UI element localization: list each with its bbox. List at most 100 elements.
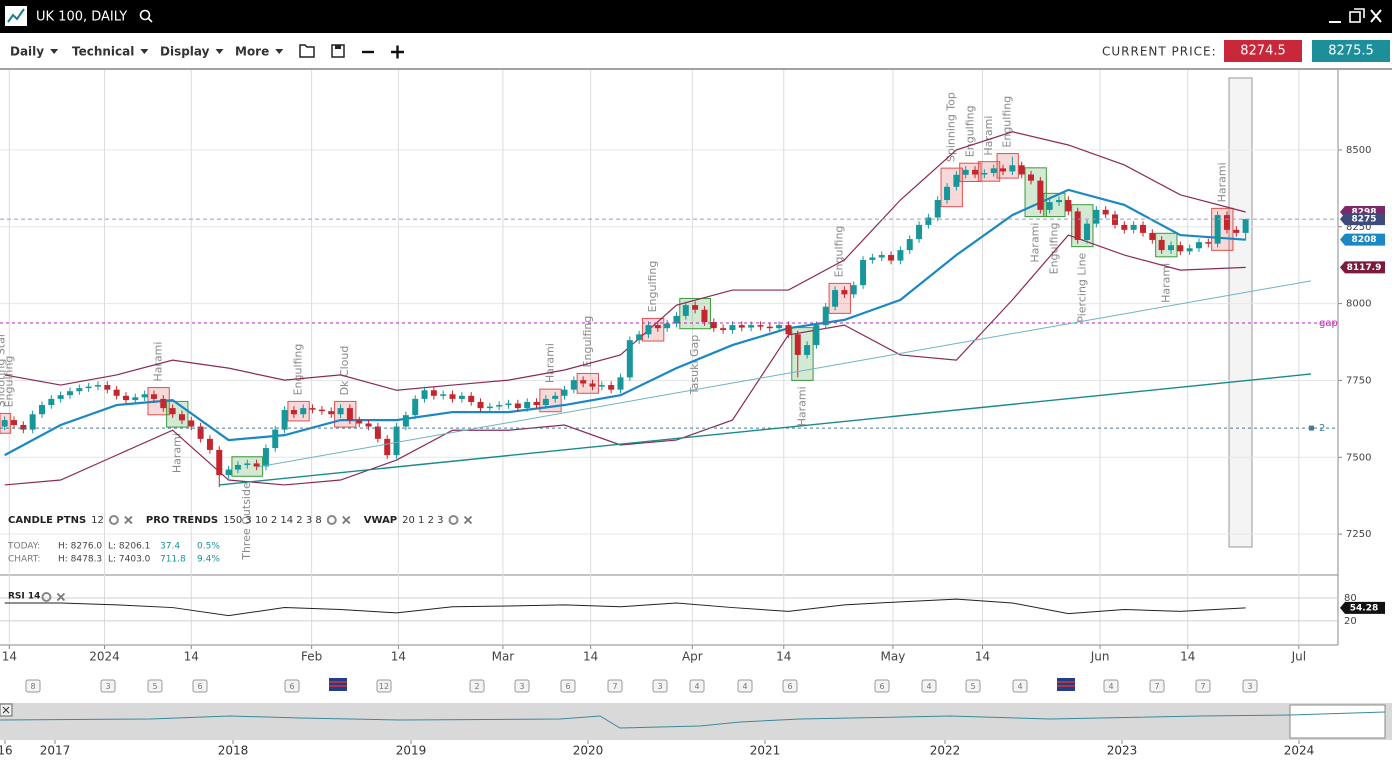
menu-item[interactable]: Daily bbox=[10, 45, 44, 59]
event-marker[interactable] bbox=[192, 679, 208, 693]
remove-icon[interactable] bbox=[56, 592, 66, 602]
remove-icon[interactable] bbox=[342, 515, 351, 525]
event-marker[interactable] bbox=[1242, 679, 1258, 693]
event-marker[interactable] bbox=[782, 679, 798, 693]
candle-body bbox=[580, 380, 587, 384]
event-marker[interactable] bbox=[737, 679, 753, 693]
selection-range[interactable] bbox=[1228, 77, 1253, 548]
event-marker[interactable] bbox=[100, 679, 116, 693]
menu-item[interactable]: Display bbox=[160, 45, 210, 59]
menu-item[interactable]: Technical bbox=[72, 45, 134, 59]
candle-body bbox=[160, 398, 167, 409]
indicator-name[interactable]: CANDLE PTNS bbox=[8, 515, 86, 526]
x-tick-label: 14 bbox=[583, 650, 598, 664]
indicator-name[interactable]: VWAP bbox=[364, 515, 397, 526]
settings-icon[interactable] bbox=[41, 592, 52, 602]
candle-body bbox=[1214, 215, 1221, 244]
candle-body bbox=[626, 340, 633, 378]
candle-body bbox=[533, 401, 540, 406]
candle-body bbox=[953, 174, 960, 187]
settings-icon[interactable] bbox=[326, 515, 337, 525]
y-tick-label: 7750 bbox=[1346, 375, 1371, 386]
event-marker[interactable] bbox=[1103, 679, 1119, 693]
candle-body bbox=[897, 250, 904, 261]
price-tag-label: 8208 bbox=[1351, 235, 1376, 245]
candle-body bbox=[412, 398, 419, 416]
pattern-label: Harami bbox=[152, 342, 165, 382]
settings-icon[interactable] bbox=[448, 515, 459, 525]
candle-body bbox=[38, 405, 45, 415]
stat-today: 37.4 bbox=[160, 542, 180, 552]
remove-icon[interactable] bbox=[463, 515, 473, 525]
remove-icon[interactable] bbox=[124, 515, 133, 525]
candle-body bbox=[150, 394, 157, 399]
event-marker[interactable] bbox=[965, 679, 981, 693]
price-tag bbox=[1340, 601, 1385, 614]
flag-icon[interactable] bbox=[329, 678, 347, 691]
flag-stripes bbox=[329, 681, 347, 687]
ask-box[interactable] bbox=[1312, 40, 1390, 62]
event-marker[interactable] bbox=[1149, 679, 1165, 693]
pattern-label: Spinning Top bbox=[945, 92, 958, 162]
stat-today: L: 8206.1 bbox=[108, 542, 150, 552]
pattern-label: Engulfing bbox=[581, 316, 594, 368]
candle-body bbox=[440, 394, 447, 396]
pattern-label: Harami bbox=[1159, 263, 1172, 303]
x-tick-label: 14 bbox=[2, 650, 17, 664]
indicator-params: 12 bbox=[91, 515, 104, 526]
y-tick-label: 8250 bbox=[1346, 222, 1371, 233]
x-tick-label: 14 bbox=[1180, 650, 1195, 664]
event-marker[interactable] bbox=[560, 679, 576, 693]
flag-icon[interactable] bbox=[1057, 678, 1075, 691]
candle-body bbox=[384, 438, 391, 456]
pattern-label: Engulfing bbox=[963, 105, 976, 157]
event-marker[interactable] bbox=[284, 679, 300, 693]
candle-body bbox=[1205, 242, 1212, 244]
event-marker[interactable] bbox=[25, 679, 41, 693]
event-marker[interactable] bbox=[652, 679, 668, 693]
candle-body bbox=[552, 395, 559, 399]
open-icon[interactable] bbox=[299, 44, 315, 58]
event-marker[interactable] bbox=[469, 679, 485, 693]
restore-button[interactable] bbox=[1349, 11, 1361, 23]
candle-body bbox=[850, 285, 857, 295]
x-tick-label: Mar bbox=[492, 650, 515, 664]
event-marker[interactable] bbox=[689, 679, 705, 693]
candle-body bbox=[1065, 200, 1072, 212]
event-count: 6 bbox=[197, 682, 202, 691]
event-marker[interactable] bbox=[147, 679, 163, 693]
event-marker[interactable] bbox=[1195, 679, 1211, 693]
navigator-window[interactable] bbox=[1289, 704, 1386, 739]
event-marker[interactable] bbox=[607, 679, 623, 693]
event-count: 4 bbox=[694, 682, 699, 691]
dropdown-arrow bbox=[275, 49, 284, 54]
event-marker[interactable] bbox=[874, 679, 890, 693]
menu-item[interactable]: More bbox=[235, 45, 269, 59]
candle-body bbox=[253, 463, 260, 467]
close-button[interactable] bbox=[1370, 9, 1382, 23]
candle-body bbox=[570, 380, 577, 390]
candle-body bbox=[589, 383, 596, 387]
event-marker[interactable] bbox=[921, 679, 937, 693]
restore-icon bbox=[1354, 8, 1365, 18]
indicator-name[interactable]: PRO TRENDS bbox=[146, 515, 218, 526]
event-marker[interactable] bbox=[376, 679, 392, 693]
navigator[interactable] bbox=[0, 703, 1392, 740]
settings-icon[interactable] bbox=[108, 515, 119, 525]
candle-body bbox=[188, 420, 195, 427]
event-marker[interactable] bbox=[1012, 679, 1028, 693]
candle-body bbox=[421, 390, 428, 399]
candle-body bbox=[216, 449, 223, 476]
stat-today: TODAY: bbox=[7, 542, 40, 552]
search-icon[interactable] bbox=[139, 9, 151, 21]
zoom-in-button[interactable] bbox=[391, 45, 404, 59]
event-marker[interactable] bbox=[514, 679, 530, 693]
candle-body bbox=[1000, 168, 1007, 172]
bid-box[interactable] bbox=[1224, 40, 1302, 62]
candle-body bbox=[132, 397, 139, 401]
x-tick-label: 14 bbox=[391, 650, 406, 664]
candle-body bbox=[673, 315, 680, 324]
candle-body bbox=[1149, 232, 1156, 240]
